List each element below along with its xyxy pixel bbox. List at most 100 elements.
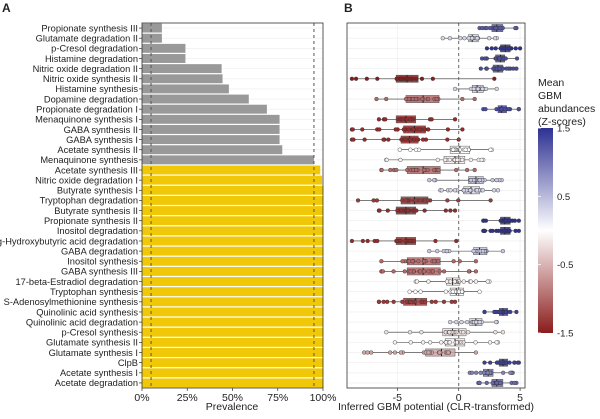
data-point xyxy=(376,117,382,122)
bar xyxy=(142,33,162,43)
data-point xyxy=(381,299,386,304)
y-tick-label: ClpB xyxy=(118,358,138,368)
data-point xyxy=(445,198,450,203)
data-point xyxy=(445,127,450,132)
data-point xyxy=(480,86,485,92)
data-point xyxy=(491,188,497,193)
y-tick-label: Menaquinone synthesis I xyxy=(35,115,138,125)
bar xyxy=(142,317,323,327)
data-point xyxy=(418,198,423,203)
bar xyxy=(142,348,323,357)
data-point xyxy=(413,147,419,152)
bar xyxy=(142,175,323,185)
legend-title-line: (Z-scores) xyxy=(538,116,586,128)
data-point xyxy=(443,157,448,162)
data-point xyxy=(477,289,482,294)
data-point xyxy=(483,107,488,112)
data-point xyxy=(492,76,497,81)
data-point xyxy=(399,76,404,81)
y-tick-label: Histamine degradation xyxy=(45,54,138,64)
data-point xyxy=(440,36,445,41)
data-point xyxy=(413,96,419,102)
data-point xyxy=(507,228,512,233)
data-point xyxy=(439,340,444,345)
bar xyxy=(142,135,280,145)
data-point xyxy=(353,76,359,81)
data-point xyxy=(493,25,498,31)
data-point xyxy=(414,137,419,142)
data-point xyxy=(473,269,478,274)
bar xyxy=(142,246,323,256)
data-point xyxy=(469,370,475,375)
data-point xyxy=(391,269,396,274)
data-point xyxy=(388,350,393,355)
data-point xyxy=(471,86,476,92)
data-point xyxy=(405,208,411,213)
data-point xyxy=(408,340,413,345)
data-point xyxy=(482,309,487,315)
data-point xyxy=(485,279,490,284)
data-point xyxy=(455,157,460,162)
data-point xyxy=(507,360,512,365)
panel-a-x-axis-title: Prevalence xyxy=(206,401,259,413)
data-point xyxy=(443,289,448,294)
data-point xyxy=(512,380,517,386)
y-tick-label: S-Adenosylmethionine synthesis xyxy=(4,297,139,307)
data-point xyxy=(492,36,498,41)
bar xyxy=(142,64,222,74)
y-tick-label: Nitric oxide synthesis II xyxy=(43,74,138,84)
bar xyxy=(142,124,280,134)
data-point xyxy=(408,269,413,274)
data-point xyxy=(408,147,413,152)
data-point xyxy=(369,350,374,355)
data-point xyxy=(461,188,466,193)
y-tick-label: Quinolinic acid synthesis xyxy=(36,307,138,317)
y-tick-label: Tryptophan synthesis xyxy=(50,287,138,297)
data-point xyxy=(473,279,478,284)
data-point xyxy=(403,137,408,142)
data-point xyxy=(487,36,492,41)
data-point xyxy=(391,299,396,304)
x-tick-label: 0 xyxy=(456,392,462,404)
data-point xyxy=(465,167,470,173)
data-point xyxy=(394,76,399,81)
colorbar-tick-label: 1.5 xyxy=(557,124,570,135)
data-point xyxy=(436,259,441,264)
data-point xyxy=(479,157,484,162)
bar xyxy=(142,378,323,388)
data-point xyxy=(444,249,449,254)
data-point xyxy=(392,340,397,345)
data-point xyxy=(500,330,506,335)
data-point xyxy=(501,46,507,51)
data-point xyxy=(422,259,427,264)
data-point xyxy=(349,238,355,244)
data-point xyxy=(439,188,444,193)
data-point xyxy=(473,259,478,264)
bar xyxy=(142,236,323,246)
data-point xyxy=(452,117,458,122)
y-tick-label: Acetate degradation xyxy=(55,378,138,388)
data-point xyxy=(465,319,470,325)
data-point xyxy=(480,188,485,193)
data-point xyxy=(384,96,389,102)
bar xyxy=(142,155,314,165)
panel-b-label: B xyxy=(344,1,353,15)
data-point xyxy=(422,269,427,274)
data-point xyxy=(449,299,454,304)
data-point xyxy=(398,238,403,244)
data-point xyxy=(497,309,502,315)
legend-title-line: Mean xyxy=(538,77,564,89)
bar xyxy=(142,206,323,216)
y-tick-label: Butyrate synthesis I xyxy=(57,186,138,196)
y-tick-label: Dopamine degradation xyxy=(44,94,138,104)
y-tick-label: Tryptophan degradation xyxy=(40,196,138,206)
data-point xyxy=(466,330,471,335)
data-point xyxy=(461,330,466,335)
data-point xyxy=(460,157,465,162)
data-point xyxy=(407,330,413,335)
bar xyxy=(142,54,186,63)
data-point xyxy=(350,127,355,132)
data-point xyxy=(436,167,441,173)
data-point xyxy=(472,96,477,102)
